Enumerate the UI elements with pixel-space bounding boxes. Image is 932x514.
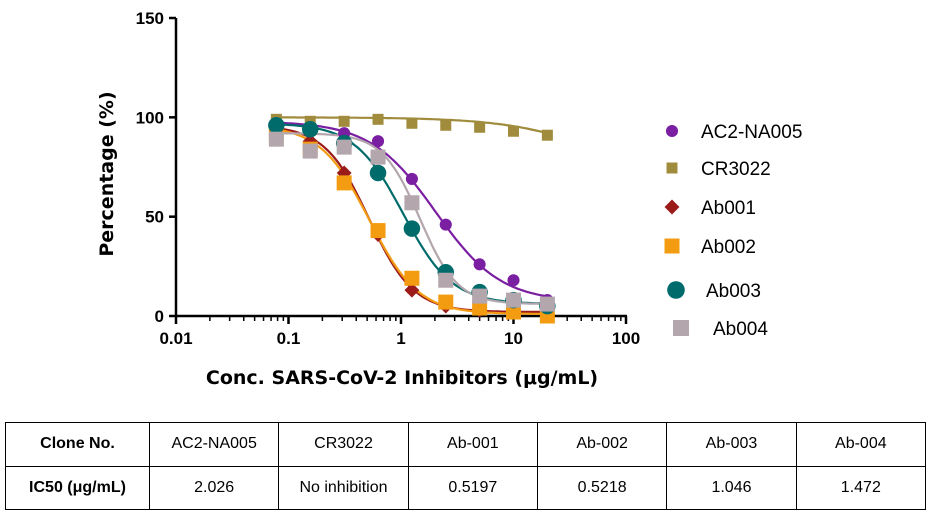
x-axis-title: Conc. SARS-CoV-2 Inhibitors (μg/mL) <box>206 367 598 389</box>
table-cell: Ab-002 <box>536 422 668 467</box>
data-point <box>541 129 553 141</box>
data-point <box>506 292 521 308</box>
data-point <box>404 195 420 211</box>
legend-marker <box>673 320 689 336</box>
data-point <box>472 288 488 304</box>
y-tick-label: 0 <box>155 307 164 326</box>
table-header-row: Clone No. AC2-NA005 CR3022 Ab-001 Ab-002… <box>5 422 927 467</box>
x-tick-label: 100 <box>612 329 640 348</box>
x-tick-label: 1 <box>396 329 405 348</box>
chart-axes: 0 50 100 150 0.01 0.1 1 10 100 <box>136 9 641 348</box>
data-point <box>372 113 384 125</box>
table-cell: 0.5218 <box>536 465 668 510</box>
data-point <box>474 121 486 133</box>
data-point <box>507 274 520 287</box>
data-point <box>508 125 519 137</box>
data-points <box>268 113 556 324</box>
data-point <box>404 270 420 286</box>
legend-label: Ab002 <box>701 237 756 258</box>
data-point <box>404 282 420 298</box>
data-point <box>338 115 350 127</box>
legend-marker <box>666 162 678 174</box>
data-point <box>405 172 418 185</box>
legend-label: Ab004 <box>713 319 768 340</box>
legend-marker <box>667 281 685 299</box>
legend-marker <box>664 238 680 254</box>
data-point <box>268 131 284 147</box>
table-cell: Ab-003 <box>666 422 797 467</box>
legend-label: Ab001 <box>701 198 756 219</box>
legend-label: AC2-NA005 <box>701 122 802 143</box>
data-point <box>506 304 521 320</box>
data-point <box>268 117 285 134</box>
table-cell: 0.5197 <box>407 465 538 510</box>
data-point <box>440 119 452 131</box>
x-tick-label: 0.1 <box>277 329 301 348</box>
y-tick-label: 50 <box>145 208 164 227</box>
data-point <box>369 164 387 182</box>
data-point <box>439 218 452 231</box>
data-point <box>472 300 488 316</box>
dose-response-chart: 0 50 100 150 0.01 0.1 1 10 100 AC2-NA005 CR3022 Ab… <box>96 9 802 389</box>
table-cell: 1.472 <box>795 465 927 510</box>
y-tick-label: 150 <box>136 9 164 28</box>
chart-legend: AC2-NA005 CR3022 Ab001 Ab002 Ab003 Ab004 <box>664 122 802 340</box>
x-tick-label: 10 <box>504 329 523 348</box>
data-point <box>539 296 555 312</box>
data-point <box>302 143 318 159</box>
table-cell: 2.026 <box>148 465 280 510</box>
data-point <box>336 175 352 191</box>
table-cell: IC50 (μg/mL) <box>5 465 150 510</box>
data-point <box>371 135 385 148</box>
x-tick-label: 0.01 <box>159 329 192 348</box>
legend-marker <box>665 124 679 138</box>
table-cell: 1.046 <box>666 465 797 510</box>
y-tick-label: 100 <box>136 108 164 127</box>
ic50-table: Clone No. AC2-NA005 CR3022 Ab-001 Ab-002… <box>5 422 927 510</box>
data-point <box>406 117 418 129</box>
data-point <box>438 294 454 310</box>
table-cell: Ab-001 <box>407 422 538 467</box>
table-cell: Ab-004 <box>795 422 927 467</box>
data-point <box>473 258 486 271</box>
table-cell: AC2-NA005 <box>148 422 280 467</box>
table-cell: Clone No. <box>5 422 150 467</box>
data-point <box>301 121 319 138</box>
legend-label: CR3022 <box>701 159 771 180</box>
data-point <box>438 272 454 288</box>
data-point <box>403 220 421 237</box>
y-axis-title: Percentage (%) <box>96 91 118 256</box>
data-point <box>370 223 386 239</box>
data-point <box>336 139 352 155</box>
table-cell: No inhibition <box>278 465 409 510</box>
table-cell: CR3022 <box>278 422 409 467</box>
legend-marker <box>664 199 680 215</box>
legend-label: Ab003 <box>706 281 761 302</box>
data-point <box>370 149 386 165</box>
table-row: IC50 (μg/mL) 2.026 No inhibition 0.5197 … <box>5 465 927 510</box>
